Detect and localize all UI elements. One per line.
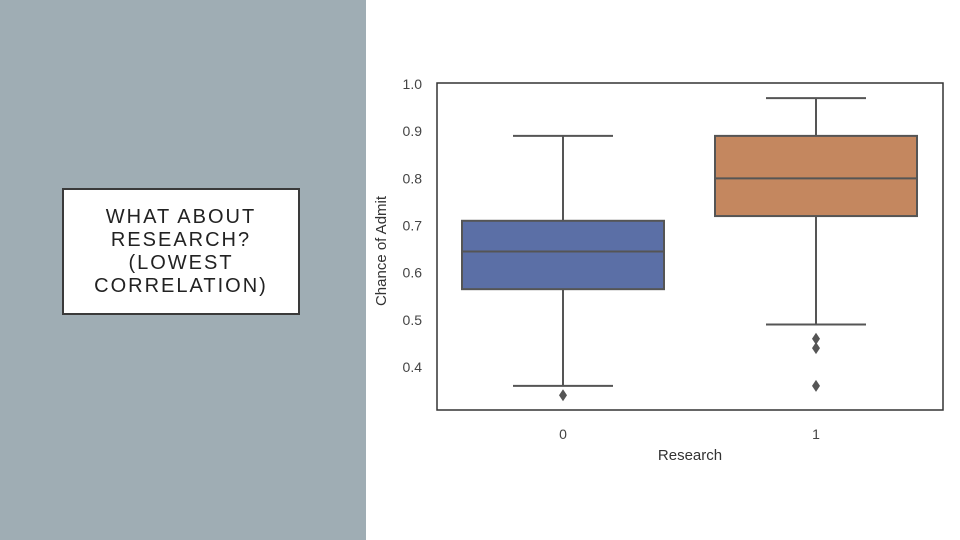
slide-title-line-4: CORRELATION) (94, 274, 268, 297)
plot-area-frame (436, 82, 944, 411)
outlier-point (812, 379, 820, 392)
left-panel: WHAT ABOUT RESEARCH? (LOWEST CORRELATION… (0, 0, 366, 540)
slide-title-line-2: RESEARCH? (110, 228, 252, 251)
iqr-box (461, 219, 665, 291)
box-series (461, 97, 918, 402)
y-tick-label: 0.5 (403, 312, 423, 328)
outlier-point (559, 389, 567, 402)
y-tick-label: 0.6 (403, 265, 423, 281)
y-tick-label: 1.0 (403, 76, 423, 92)
iqr-box (714, 134, 918, 218)
box-1 (714, 97, 918, 392)
y-axis-ticks: 1.0 0.9 0.8 0.7 0.6 0.5 0.4 (403, 76, 423, 375)
y-tick-label: 0.7 (403, 218, 423, 234)
slide-title-line-1: WHAT ABOUT (105, 205, 257, 228)
outlier-point (812, 332, 820, 345)
y-tick-label: 0.4 (403, 359, 423, 375)
x-axis-label: Research (658, 447, 722, 464)
x-tick-label: 1 (812, 426, 820, 442)
y-tick-label: 0.8 (403, 170, 423, 186)
slide-title-box: WHAT ABOUT RESEARCH? (LOWEST CORRELATION… (62, 188, 300, 315)
outlier-point (812, 342, 820, 355)
slide-title-line-3: (LOWEST (128, 251, 234, 274)
y-tick-label: 0.9 (403, 123, 423, 139)
box-0 (461, 134, 665, 402)
x-tick-label: 0 (559, 426, 567, 442)
y-axis-label: Chance of Admit (373, 195, 390, 306)
